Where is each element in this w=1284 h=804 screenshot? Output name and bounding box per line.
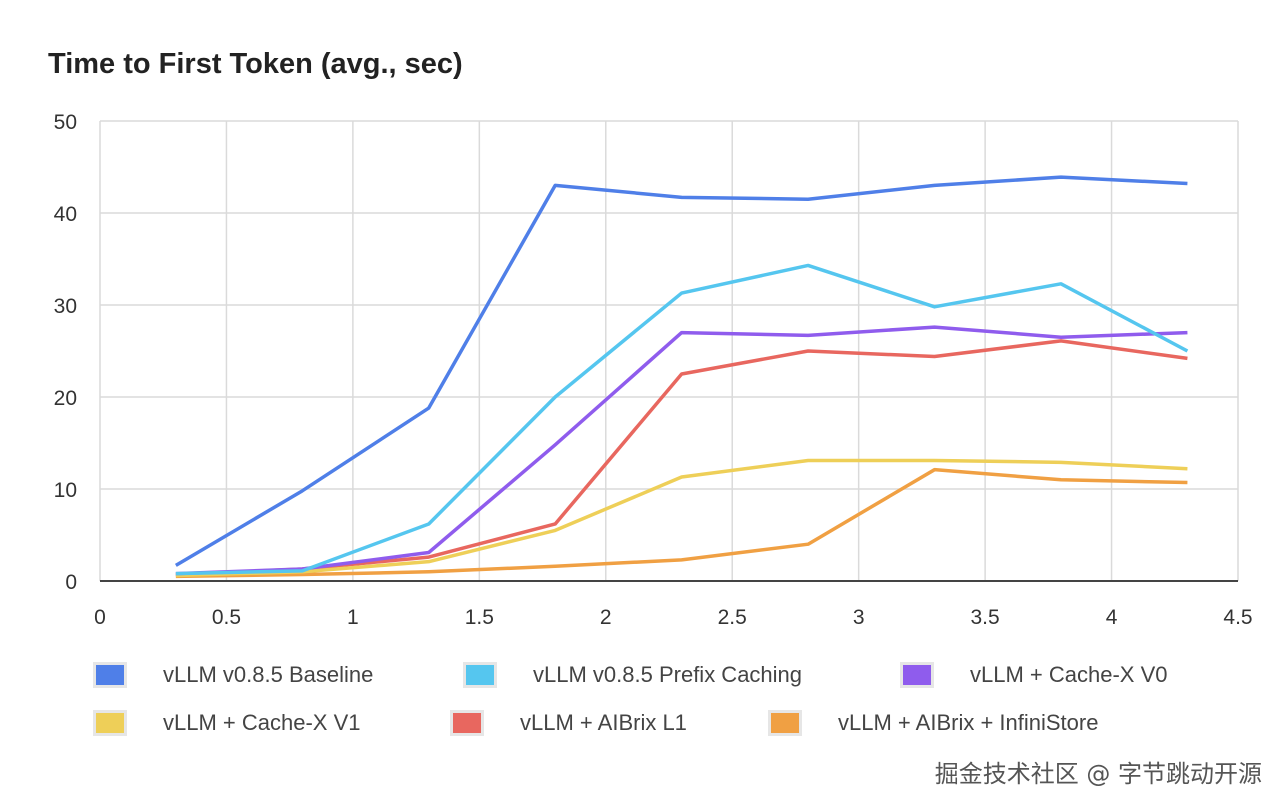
x-tick-label: 0.5	[212, 606, 241, 629]
x-tick-label: 1.5	[465, 606, 494, 629]
legend-label: vLLM + AIBrix L1	[520, 710, 687, 735]
x-tick-label: 4	[1106, 606, 1118, 629]
legend-swatch	[768, 710, 802, 736]
y-tick-label: 20	[54, 387, 77, 410]
series-line-vllm-v0-8-5-prefix-caching	[175, 263, 1189, 576]
legend-label: vLLM + Cache-X V1	[163, 710, 361, 735]
series-line-vllm-cache-x-v0	[175, 325, 1188, 576]
x-tick-label: 1	[347, 606, 359, 629]
legend-label: vLLM + AIBrix + InfiniStore	[838, 710, 1099, 735]
x-tick-label: 2	[600, 606, 612, 629]
x-tick-label: 3	[853, 606, 865, 629]
series-line-vllm-cache-x-v1	[175, 458, 1188, 578]
watermark: 掘金技术社区 @ 字节跳动开源	[934, 760, 1262, 788]
legend-swatch	[900, 662, 934, 688]
legend-swatch	[93, 710, 127, 736]
y-tick-label: 0	[65, 571, 77, 594]
legend-item[interactable]: vLLM v0.8.5 Baseline	[93, 662, 373, 688]
y-tick-label: 40	[54, 203, 77, 226]
chart-title: Time to First Token (avg., sec)	[48, 48, 463, 80]
legend-label: vLLM v0.8.5 Baseline	[163, 662, 374, 687]
legend-swatch	[93, 662, 127, 688]
legend-swatch	[450, 710, 484, 736]
x-tick-label: 2.5	[718, 606, 747, 629]
legend-item[interactable]: vLLM + Cache-X V0	[900, 662, 1167, 688]
x-tick-label: 4.5	[1223, 606, 1252, 629]
legend-label: vLLM + Cache-X V0	[970, 662, 1168, 687]
legend-swatch	[463, 662, 497, 688]
legend-item[interactable]: vLLM v0.8.5 Prefix Caching	[463, 662, 802, 688]
y-tick-label: 30	[54, 295, 77, 318]
y-tick-label: 50	[54, 111, 77, 134]
series-line-vllm-aibrix-infinistore	[175, 467, 1188, 579]
series-line-vllm-v0-8-5-baseline	[174, 175, 1188, 567]
series-line-vllm-aibrix-l1	[175, 339, 1188, 577]
x-tick-label: 3.5	[971, 606, 1000, 629]
y-tick-label: 10	[54, 479, 77, 502]
legend-label: vLLM v0.8.5 Prefix Caching	[533, 662, 803, 687]
legend-item[interactable]: vLLM + AIBrix + InfiniStore	[768, 710, 1098, 736]
x-tick-label: 0	[94, 606, 106, 629]
legend-item[interactable]: vLLM + Cache-X V1	[93, 710, 360, 736]
legend-item[interactable]: vLLM + AIBrix L1	[450, 710, 687, 736]
